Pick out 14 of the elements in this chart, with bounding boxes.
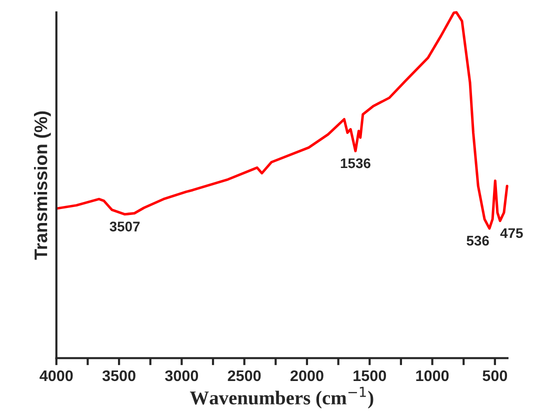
annotation: 536 — [466, 236, 489, 246]
x-axis-title: Wavenumbers (cm$^{−1}$) — [190, 386, 374, 408]
x-tick-label: 1500 — [354, 370, 386, 382]
x-tick-label: 1000 — [416, 370, 449, 382]
annotation: 475 — [500, 228, 523, 238]
y-axis-title: Transmission (%) — [34, 111, 51, 260]
annotation: 3507 — [110, 222, 140, 232]
x-tick-label: 4000 — [40, 370, 73, 382]
x-tick-label: 500 — [482, 370, 508, 382]
x-tick-label: 2000 — [290, 370, 324, 382]
x-tick-label: 3500 — [102, 370, 136, 382]
x-tick-label: 3000 — [165, 370, 198, 382]
x-tick-label: 2500 — [228, 370, 261, 382]
annotation: 1536 — [340, 158, 370, 168]
